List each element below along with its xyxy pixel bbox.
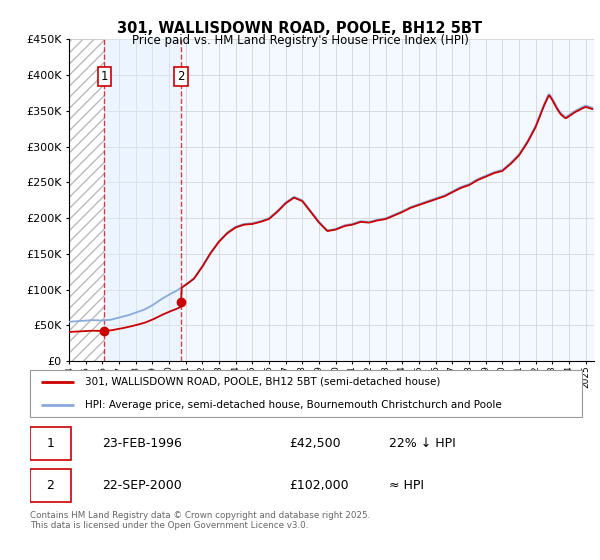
Text: 301, WALLISDOWN ROAD, POOLE, BH12 5BT: 301, WALLISDOWN ROAD, POOLE, BH12 5BT: [118, 21, 482, 36]
Text: 2: 2: [46, 479, 55, 492]
Text: 22-SEP-2000: 22-SEP-2000: [102, 479, 182, 492]
Text: Price paid vs. HM Land Registry's House Price Index (HPI): Price paid vs. HM Land Registry's House …: [131, 34, 469, 46]
Text: £42,500: £42,500: [289, 437, 341, 450]
Text: ≈ HPI: ≈ HPI: [389, 479, 424, 492]
Bar: [69, 39, 104, 361]
FancyBboxPatch shape: [30, 370, 582, 417]
Text: 23-FEB-1996: 23-FEB-1996: [102, 437, 182, 450]
Text: HPI: Average price, semi-detached house, Bournemouth Christchurch and Poole: HPI: Average price, semi-detached house,…: [85, 400, 502, 410]
Text: 22% ↓ HPI: 22% ↓ HPI: [389, 437, 455, 450]
FancyBboxPatch shape: [30, 427, 71, 460]
Text: 2: 2: [177, 70, 185, 83]
Bar: [181, 39, 594, 361]
Text: 1: 1: [101, 70, 108, 83]
FancyBboxPatch shape: [30, 469, 71, 502]
Text: 301, WALLISDOWN ROAD, POOLE, BH12 5BT (semi-detached house): 301, WALLISDOWN ROAD, POOLE, BH12 5BT (s…: [85, 376, 440, 386]
Bar: [104, 39, 181, 361]
Text: Contains HM Land Registry data © Crown copyright and database right 2025.
This d: Contains HM Land Registry data © Crown c…: [30, 511, 370, 530]
Text: £102,000: £102,000: [289, 479, 349, 492]
Text: 1: 1: [46, 437, 55, 450]
